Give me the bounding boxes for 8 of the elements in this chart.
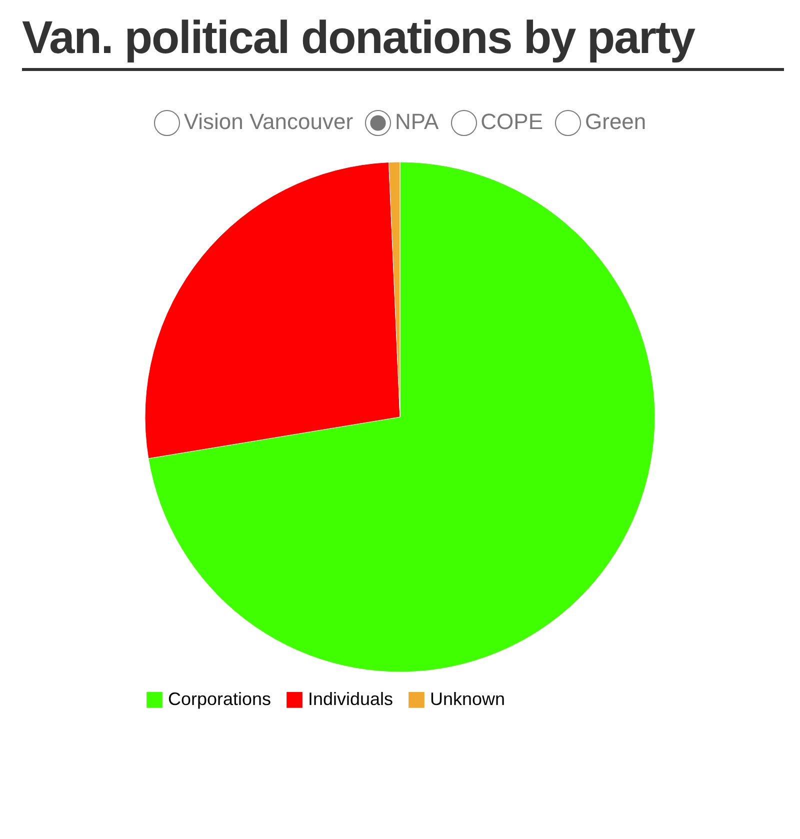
text: Green xyxy=(584,109,646,134)
text: Vision Vancouver xyxy=(182,109,354,134)
legend-label: Corporations xyxy=(168,689,272,710)
text: COPE xyxy=(480,109,543,134)
legend-label: Unknown xyxy=(430,689,506,710)
text: NPA xyxy=(394,109,439,134)
legend-label: Individuals xyxy=(308,689,394,710)
chart-title: Van. political donations by party xyxy=(22,10,784,71)
